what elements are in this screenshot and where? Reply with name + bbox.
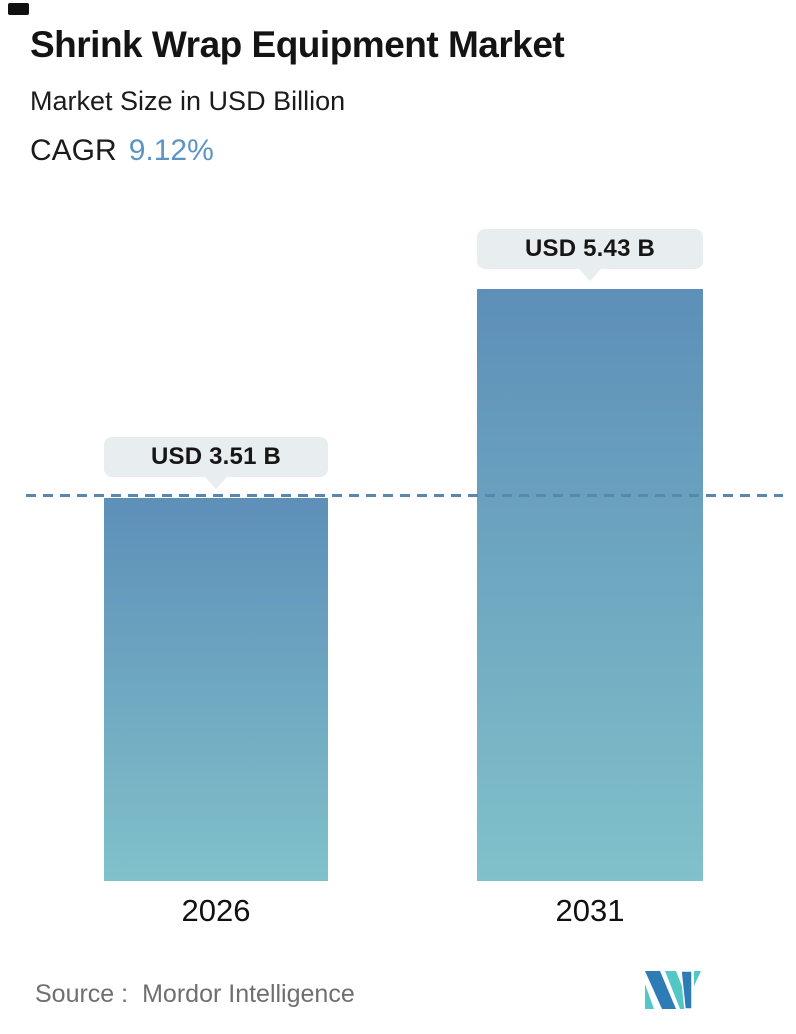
chart-subtitle: Market Size in USD Billion <box>30 86 346 116</box>
cagr-row: CAGR 9.12% <box>30 134 214 168</box>
logo-blue-bar <box>680 970 693 1010</box>
source-row: Source : Mordor Intelligence <box>35 980 355 1009</box>
mordor-intelligence-logo <box>645 970 701 1010</box>
bar-2026 <box>104 498 328 881</box>
value-bubble-2031: USD 5.43 B <box>477 229 703 281</box>
value-bubble-2026: USD 3.51 B <box>104 437 328 489</box>
value-label-2031: USD 5.43 B <box>524 235 656 262</box>
chart-title: Shrink Wrap Equipment Market <box>30 24 565 65</box>
x-axis-label-2031: 2031 <box>555 893 625 928</box>
bubble-pointer-icon <box>578 268 602 281</box>
x-axis-label-2026: 2026 <box>181 893 251 928</box>
logo-teal-top-right-triangle <box>694 971 701 986</box>
source-label: Source : <box>35 980 129 1008</box>
logo-teal-bottom-left-triangle <box>645 984 654 1009</box>
cagr-label: CAGR <box>30 134 117 167</box>
reference-dashed-line <box>26 494 783 497</box>
cagr-value: 9.12% <box>128 134 214 167</box>
top-left-mark <box>8 3 29 15</box>
bar-2031 <box>477 289 703 881</box>
logo-blue-diagonal <box>645 971 676 1009</box>
source-name: Mordor Intelligence <box>142 980 355 1008</box>
bubble-pointer-icon <box>204 476 228 489</box>
value-label-2026: USD 3.51 B <box>150 443 282 470</box>
